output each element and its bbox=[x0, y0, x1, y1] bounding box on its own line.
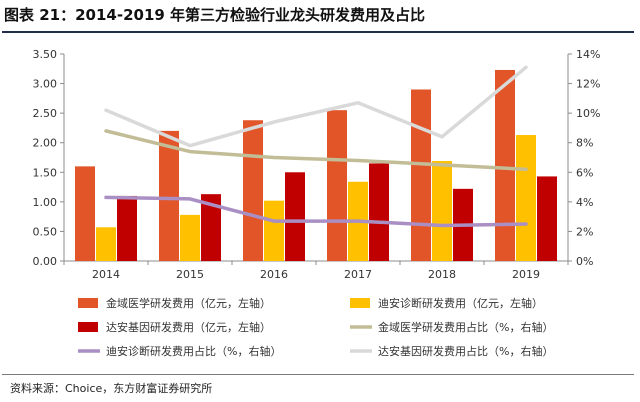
rd-expense-chart: 0.00 0.50 1.00 1.50 2.00 2.50 3.00 3.50 0% 2% 4% 6%… bbox=[33, 48, 601, 358]
bar-daan bbox=[201, 194, 221, 261]
legend-swatch-bar bbox=[78, 322, 98, 332]
legend-label: 金域医学研发费用占比（%，右轴） bbox=[378, 320, 553, 334]
bar-dian bbox=[516, 135, 536, 261]
bar-daan bbox=[369, 163, 389, 261]
x-tick-label: 2018 bbox=[428, 268, 456, 281]
right-tick-label: 6% bbox=[576, 166, 593, 179]
left-tick-label: 1.00 bbox=[33, 196, 58, 209]
right-tick-label: 8% bbox=[576, 137, 593, 150]
left-tick-label: 0.00 bbox=[33, 255, 58, 268]
x-tick-label: 2014 bbox=[92, 268, 120, 281]
left-tick-label: 0.50 bbox=[33, 225, 58, 238]
left-tick-label: 3.50 bbox=[33, 48, 58, 61]
left-tick-label: 1.50 bbox=[33, 166, 58, 179]
x-tick-label: 2016 bbox=[260, 268, 288, 281]
legend-label: 达安基因研发费用占比（%，右轴） bbox=[378, 344, 553, 358]
bar-daan bbox=[537, 176, 557, 261]
bar-jinyu bbox=[327, 110, 347, 261]
bar-dian bbox=[180, 214, 200, 261]
bar-jinyu bbox=[243, 120, 263, 262]
source-note: 资料来源：Choice，东方财富证券研究所 bbox=[10, 382, 213, 395]
line-jinyu-ratio bbox=[104, 129, 528, 172]
left-tick-label: 3.00 bbox=[33, 78, 58, 91]
legend-label: 迪安诊断研发费用占比（%，右轴） bbox=[106, 344, 281, 358]
title-divider bbox=[2, 31, 634, 33]
right-tick-label: 10% bbox=[576, 107, 600, 120]
right-tick-label: 4% bbox=[576, 196, 593, 209]
source-divider bbox=[2, 374, 634, 375]
x-tick-label: 2017 bbox=[344, 268, 372, 281]
bar-jinyu bbox=[495, 69, 515, 261]
chart-title: 图表 21：2014-2019 年第三方检验行业龙头研发费用及占比 bbox=[4, 6, 426, 24]
line-dian-ratio bbox=[104, 195, 528, 228]
line-daan-ratio bbox=[104, 65, 528, 148]
right-tick-label: 12% bbox=[576, 78, 600, 91]
right-tick-label: 0% bbox=[576, 255, 593, 268]
bar-dian bbox=[264, 200, 284, 261]
bar-dian bbox=[96, 227, 116, 261]
legend-label: 达安基因研发费用（亿元，左轴） bbox=[106, 320, 271, 334]
right-tick-label: 2% bbox=[576, 225, 593, 238]
bar-jinyu bbox=[411, 89, 431, 261]
left-tick-label: 2.50 bbox=[33, 107, 58, 120]
bar-daan bbox=[285, 172, 305, 261]
bar-dian bbox=[432, 161, 452, 261]
bar-daan bbox=[117, 195, 137, 261]
x-tick-label: 2015 bbox=[176, 268, 204, 281]
bar-jinyu bbox=[75, 166, 95, 261]
legend-label: 金域医学研发费用（亿元，左轴） bbox=[106, 296, 271, 310]
right-tick-label: 14% bbox=[576, 48, 600, 61]
legend-label: 迪安诊断研发费用（亿元，左轴） bbox=[378, 296, 543, 310]
x-tick-label: 2019 bbox=[512, 268, 540, 281]
legend-swatch-bar bbox=[350, 298, 370, 308]
left-tick-label: 2.00 bbox=[33, 137, 58, 150]
bar-jinyu bbox=[159, 130, 179, 261]
legend-swatch-bar bbox=[78, 298, 98, 308]
